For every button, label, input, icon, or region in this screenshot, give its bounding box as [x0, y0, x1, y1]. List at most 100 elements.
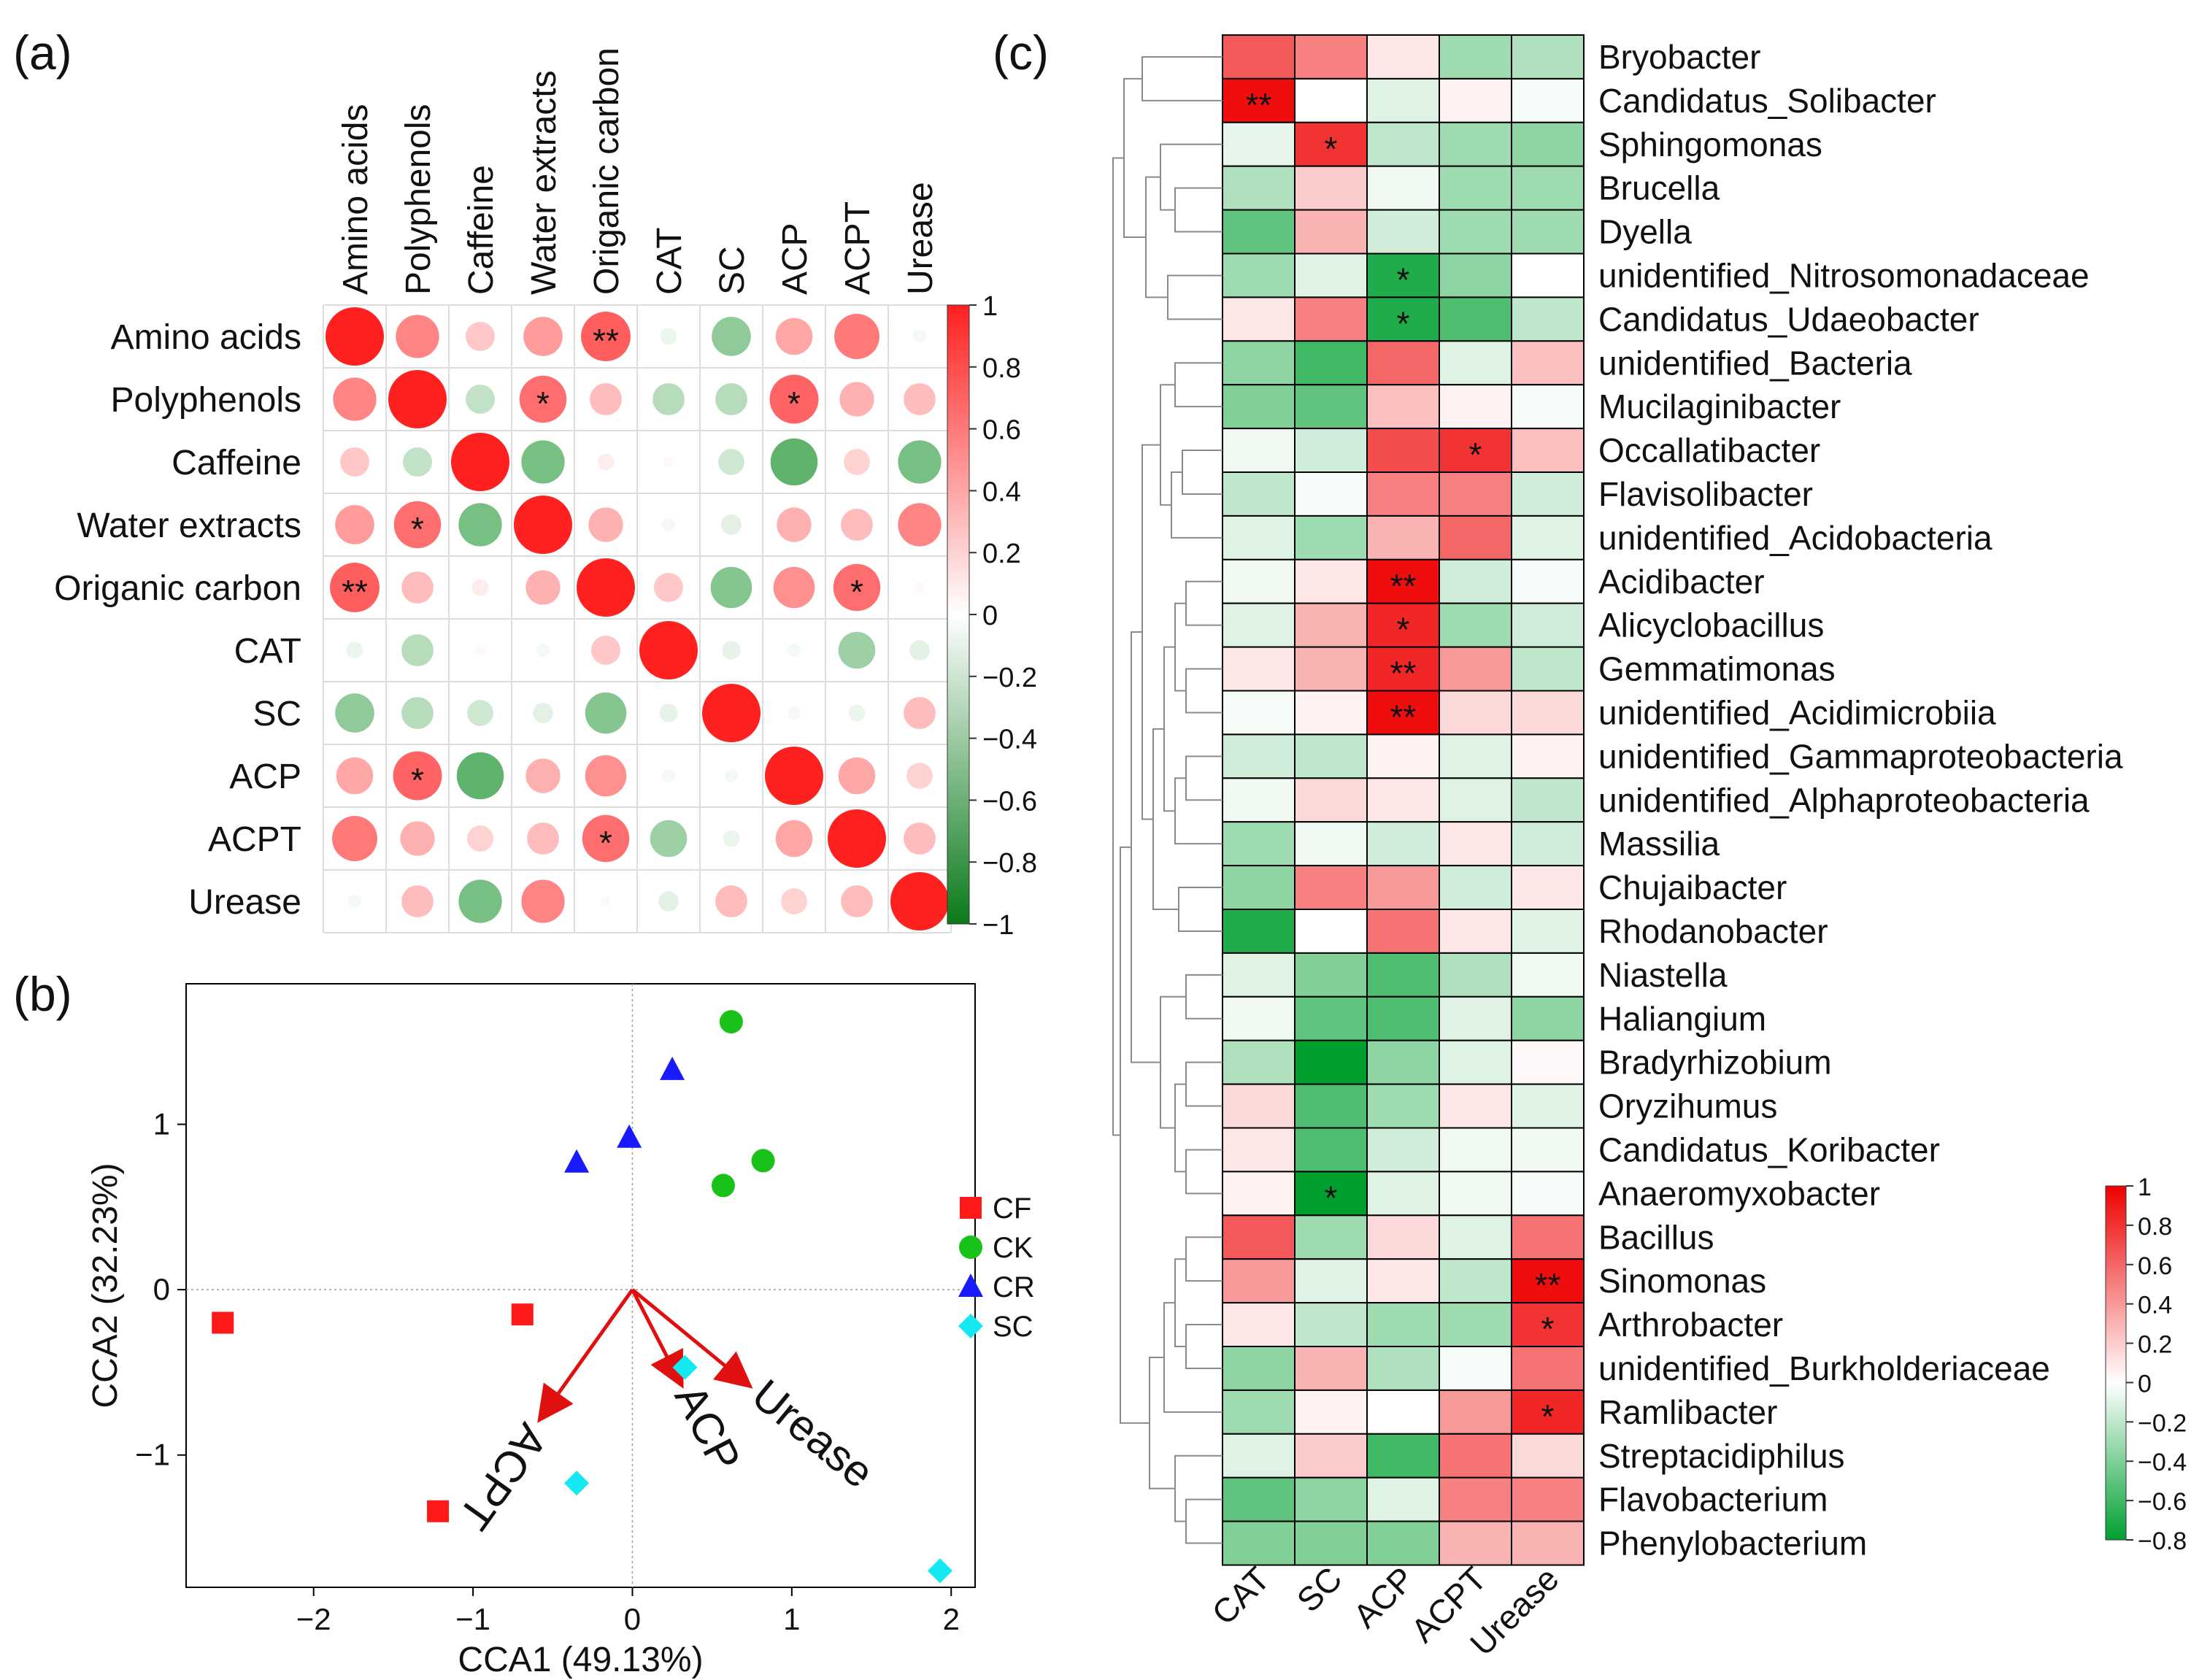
- correlation-circle: [658, 891, 679, 912]
- correlation-circle: [839, 382, 874, 417]
- correlation-circle: [591, 636, 620, 665]
- correlation-circle: [770, 438, 818, 486]
- correlation-circle: [525, 570, 561, 605]
- row-label: Dyella: [1598, 213, 1692, 251]
- heatmap-cell: [1439, 515, 1512, 560]
- heatmap-cell: [1366, 1520, 1440, 1566]
- point-cf: [427, 1500, 450, 1522]
- dendrogram-branch: [1174, 602, 1186, 692]
- heatmap-cell: [1511, 952, 1585, 998]
- correlation-circle: [456, 752, 504, 800]
- heatmap-cell: [1222, 1520, 1295, 1566]
- heatmap-cell: [1222, 34, 1295, 80]
- correlation-circle: [834, 314, 879, 359]
- heatmap-cell: [1366, 121, 1440, 167]
- correlation-circle: [715, 383, 747, 415]
- colorbar-tick-label: −0.2: [982, 663, 1037, 693]
- heatmap-cell: [1366, 34, 1440, 80]
- row-label: Bacillus: [1598, 1218, 1714, 1256]
- significance-mark: *: [1325, 130, 1338, 168]
- correlation-circle: [890, 872, 949, 930]
- column-label: CAT: [650, 228, 689, 295]
- heatmap-cell: [1294, 296, 1368, 342]
- colorbar-tick-label: 0: [982, 601, 998, 631]
- heatmap-cell: [1439, 34, 1512, 80]
- dendrogram-branch: [1123, 77, 1146, 239]
- colorbar-tick-label: 0.8: [982, 353, 1021, 384]
- row-label: unidentified_Acidimicrobiia: [1598, 693, 1996, 731]
- heatmap-cell: [1439, 690, 1512, 736]
- correlation-circle: [702, 684, 761, 742]
- point-ck: [711, 1174, 735, 1198]
- heatmap-cell: [1294, 1433, 1368, 1479]
- correlation-circle: [519, 375, 567, 423]
- correlation-circle: [765, 747, 823, 805]
- correlation-circle: [475, 645, 485, 655]
- correlation-circle: [401, 571, 434, 604]
- heatmap-cell: [1439, 209, 1512, 255]
- heatmap-cell: [1366, 296, 1440, 342]
- point-ck: [751, 1149, 775, 1173]
- heatmap-cell: [1366, 865, 1440, 910]
- row-label: Mucilaginibacter: [1598, 388, 1841, 425]
- dendrogram-branch: [1174, 777, 1223, 845]
- heatmap-cell: [1366, 733, 1440, 779]
- heatmap-cell: [1222, 471, 1295, 517]
- correlation-circle: [909, 640, 930, 660]
- heatmap-cell: [1511, 821, 1585, 867]
- row-label: Arthrobacter: [1598, 1306, 1783, 1344]
- point-sc: [927, 1558, 952, 1584]
- heatmap-cell: [1222, 1476, 1295, 1522]
- correlation-circle: [348, 895, 361, 908]
- row-label: Flavobacterium: [1598, 1481, 1828, 1519]
- legend-label: CR: [993, 1271, 1035, 1303]
- arrow-label: Urease: [743, 1370, 883, 1498]
- y-tick-label: 1: [153, 1107, 170, 1141]
- heatmap-cell: [1511, 515, 1585, 560]
- correlation-circle: [332, 816, 377, 861]
- heatmap-cell: [1439, 1520, 1512, 1566]
- row-label: Brucella: [1598, 169, 1720, 207]
- heatmap-cell: [1366, 777, 1440, 823]
- dendrogram-branch: [1141, 444, 1160, 820]
- heatmap-cell: [1222, 165, 1295, 211]
- legend-marker-sc: [958, 1314, 983, 1338]
- heatmap-cell: [1511, 1214, 1585, 1260]
- heatmap-cell: [1222, 1039, 1295, 1085]
- heatmap-cell: [1294, 121, 1368, 167]
- cca-biplot-panel-b: −2 −1 0 1 2 −1 0 1 CCA1 (49.13%) CCA2 (32.23%) ACP…: [86, 983, 1035, 1679]
- correlation-circle: [898, 503, 942, 547]
- panel-label-b: (b): [13, 967, 72, 1021]
- correlation-circle: [403, 447, 432, 477]
- heatmap-cell: [1511, 646, 1585, 692]
- dendrogram-branch: [1185, 668, 1223, 714]
- correlation-circle: [458, 503, 502, 547]
- heatmap-cell: [1294, 952, 1368, 998]
- correlation-circle: [904, 822, 936, 855]
- correlation-circle: [639, 621, 698, 679]
- correlation-circle: [335, 693, 374, 733]
- correlation-circle: [712, 317, 751, 356]
- correlation-circle: [662, 518, 675, 531]
- heatmap-cell: [1366, 340, 1440, 386]
- heatmap-cell: [1439, 602, 1512, 648]
- correlation-circle: [333, 377, 377, 421]
- heatmap-cell: [1511, 995, 1585, 1041]
- heatmap-cell: [1439, 952, 1512, 998]
- colorbar-tick-label: 1: [982, 291, 998, 322]
- heatmap-cell: [1222, 515, 1295, 560]
- correlation-circle: [597, 453, 615, 471]
- correlation-circle: [723, 830, 740, 847]
- row-label: Alicyclobacillus: [1598, 606, 1824, 644]
- legend-label: CF: [993, 1192, 1031, 1225]
- heatmap-cell: [1294, 690, 1368, 736]
- heatmap-cell: [1439, 1039, 1512, 1085]
- correlation-circle: [393, 501, 442, 549]
- row-label: Sinomonas: [1598, 1262, 1766, 1300]
- colorbar-tick-label: 0.4: [2138, 1292, 2172, 1319]
- dendrogram-branch: [1167, 274, 1223, 320]
- row-label: Acidibacter: [1598, 563, 1765, 601]
- heatmap-cell: [1366, 1346, 1440, 1391]
- heatmap-cell: [1366, 515, 1440, 560]
- heatmap-cell: [1222, 821, 1295, 867]
